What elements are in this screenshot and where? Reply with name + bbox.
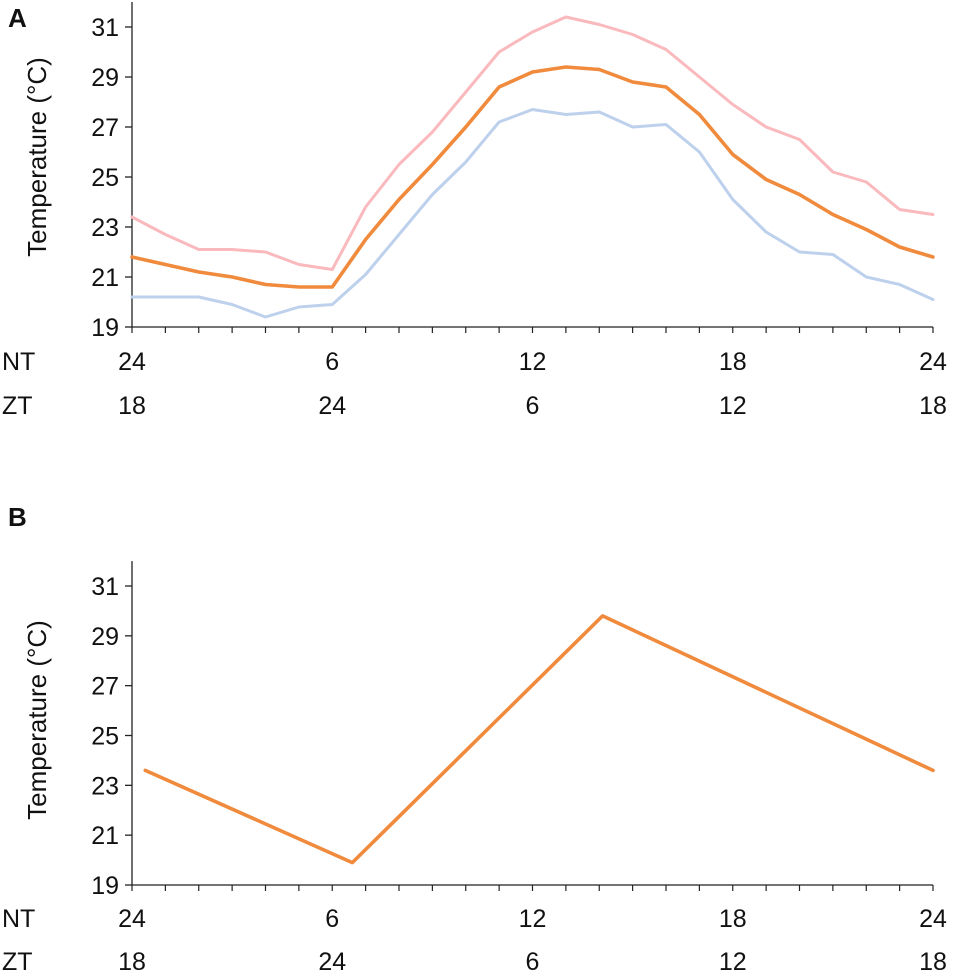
y-tick-label: 25: [91, 164, 119, 192]
y-tick-label: 21: [91, 822, 119, 850]
y-tick-label: 31: [91, 573, 119, 601]
y-tick-label: 21: [91, 264, 119, 292]
y-tick-label: 19: [91, 872, 119, 900]
y-tick-label: 29: [91, 623, 119, 651]
x-tick-label: 18: [919, 392, 947, 420]
panel-a: A Temperature (°C) 19 21 23 25 27 29 31 NT 24 6 12…: [2, 2, 947, 420]
panel-letter: A: [8, 3, 27, 33]
x-tick-label: 12: [719, 948, 747, 976]
x-tick-label: 24: [318, 392, 346, 420]
y-tick-label: 27: [91, 673, 119, 701]
x-row-label-nt: NT: [2, 348, 35, 376]
x-tick-label: 24: [118, 905, 146, 933]
y-axis-title: Temperature (°C): [22, 620, 52, 820]
y-tick-label: 23: [91, 772, 119, 800]
x-tick-label: 24: [919, 348, 947, 376]
panel-b: B Temperature (°C) 19 21 23 25 27 29 31 NT 24 6 12…: [2, 502, 947, 976]
x-tick-label: 6: [325, 905, 339, 933]
x-tick-label: 18: [919, 948, 947, 976]
y-tick-label: 19: [91, 314, 119, 342]
x-tick-label: 24: [919, 905, 947, 933]
series-line-minimum: [130, 108, 935, 319]
x-tick-label: 12: [719, 392, 747, 420]
x-tick-label: 6: [325, 348, 339, 376]
x-row-label-nt: NT: [2, 905, 35, 933]
x-tick-label: 12: [519, 348, 547, 376]
y-tick-label: 29: [91, 64, 119, 92]
x-tick-label: 18: [118, 948, 146, 976]
series-line-mean: [130, 65, 935, 289]
x-tick-label: 24: [118, 348, 146, 376]
y-tick-label: 25: [91, 723, 119, 751]
x-tick-label: 18: [719, 905, 747, 933]
panel-letter: B: [8, 502, 27, 532]
x-tick-label: 24: [318, 948, 346, 976]
x-tick-label: 12: [519, 905, 547, 933]
y-tick-label: 23: [91, 214, 119, 242]
y-tick-label: 31: [91, 14, 119, 42]
y-tick-label: 27: [91, 114, 119, 142]
series-line-regime: [143, 614, 935, 865]
x-tick-label: 6: [526, 392, 540, 420]
x-tick-label: 18: [118, 392, 146, 420]
x-tick-label: 6: [526, 948, 540, 976]
x-row-label-zt: ZT: [2, 392, 33, 420]
y-axis-title: Temperature (°C): [22, 57, 52, 257]
x-tick-label: 18: [719, 348, 747, 376]
x-row-label-zt: ZT: [2, 948, 33, 976]
series-line-maximum: [130, 15, 935, 271]
